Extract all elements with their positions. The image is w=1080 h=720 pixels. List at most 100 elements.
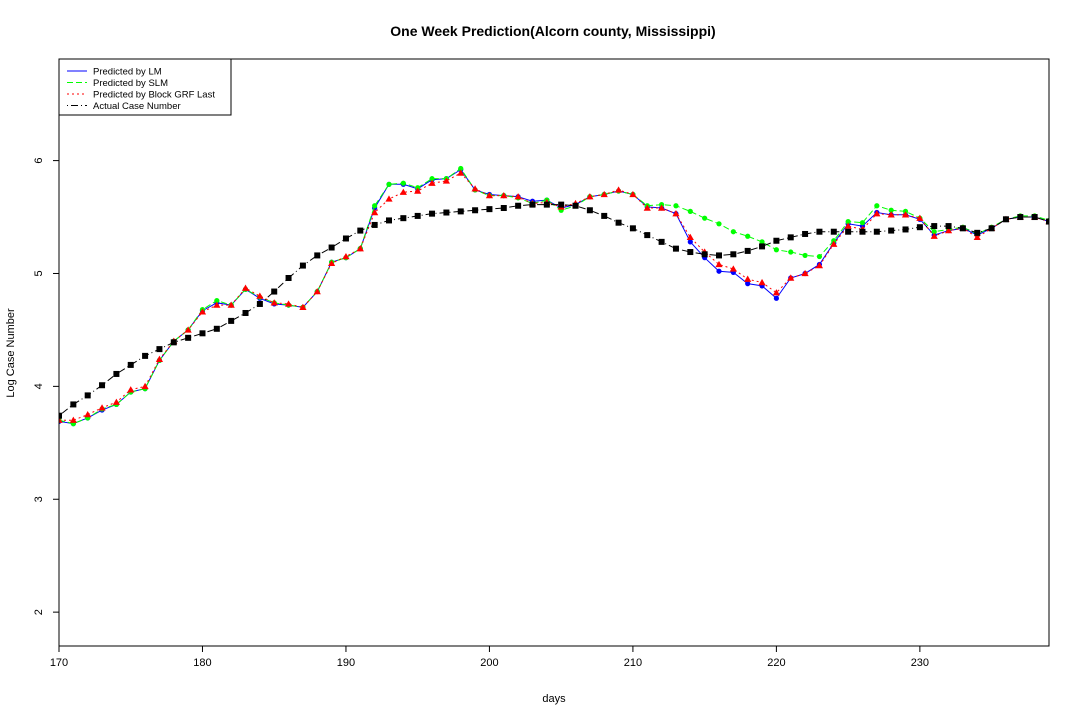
series-2-point (514, 193, 522, 200)
series-3-point (730, 251, 737, 258)
series-1-point (816, 253, 823, 260)
series-2-point (916, 214, 924, 221)
series-2-point (112, 398, 120, 405)
y-tick-label: 3 (33, 496, 45, 502)
series-line-0 (59, 168, 1049, 425)
y-tick-label: 2 (33, 609, 45, 615)
series-0-point (773, 295, 779, 301)
x-tick-label: 230 (911, 657, 929, 669)
series-3-point (888, 227, 895, 234)
series-1-point (400, 180, 406, 186)
series-3-point (1046, 218, 1049, 225)
series-2-point (686, 233, 694, 241)
series-3-point (916, 224, 923, 231)
series-2-point (241, 284, 250, 291)
y-tick-label: 4 (33, 383, 45, 389)
series-3-point (371, 221, 378, 228)
y-axis: 2 3 4 5 6 (33, 158, 59, 615)
series-3-point (959, 225, 966, 232)
series-1-point (745, 233, 751, 239)
legend-label-3: Actual Case Number (93, 101, 181, 112)
series-3-point (256, 300, 263, 307)
series-line-3 (59, 204, 1049, 417)
series-2-point (69, 416, 77, 423)
series-3-point (945, 223, 952, 230)
y-tick-label: 6 (33, 158, 45, 164)
series-2-point (471, 185, 479, 192)
series-2-point (844, 222, 852, 229)
series-3-point (672, 245, 679, 252)
series-2-point (127, 386, 135, 393)
series-3-point (386, 217, 392, 224)
series-2-point (270, 299, 278, 306)
series-3-point (744, 247, 751, 254)
series-2-point (414, 187, 422, 194)
series-2-point (873, 210, 881, 217)
series-2-point (442, 177, 450, 184)
series-2-point (586, 193, 594, 200)
series-line-2 (59, 172, 1049, 421)
series-3-point (902, 226, 909, 233)
series-3-point (529, 201, 536, 208)
series-3-point (70, 401, 77, 408)
x-tick-label: 190 (337, 657, 355, 669)
series-3-point (242, 309, 249, 316)
series-1-point (773, 247, 779, 253)
series-1-point (888, 207, 894, 213)
series-2-point (184, 326, 192, 333)
series-0-point (687, 239, 693, 245)
series-1-point (214, 297, 220, 304)
series-3-point (84, 392, 91, 399)
series-3 (59, 201, 1049, 419)
series-1-point (859, 220, 866, 226)
series-3-point (342, 235, 349, 242)
series-3-point (142, 352, 149, 359)
series-2-point (614, 186, 623, 193)
series-1-point (458, 165, 464, 172)
series-1-point (874, 203, 880, 209)
series-2-point (485, 191, 494, 199)
series-3-point (873, 228, 880, 235)
series-1-point (788, 249, 794, 255)
series-3-point (400, 215, 407, 222)
series-2-point (385, 195, 393, 202)
series-1-point (702, 215, 708, 221)
series-2-point (600, 190, 608, 198)
series-2-point (356, 245, 364, 252)
series-3-point (1002, 216, 1009, 223)
series-1-point (759, 239, 765, 245)
series-3-point (988, 225, 995, 232)
series-2-point (227, 301, 235, 308)
series-2-point (715, 260, 723, 268)
series-2-point (772, 289, 780, 296)
series-2-point (141, 382, 149, 390)
series-3-point (271, 288, 278, 295)
series-3-point (759, 243, 766, 250)
series-3-point (113, 370, 120, 377)
series-3-point (601, 212, 608, 219)
legend-label-1: Predicted by SLM (93, 78, 168, 89)
series-3-point (816, 228, 823, 235)
series-2-point (213, 301, 221, 308)
series-3-point (314, 252, 321, 259)
series-3-point (500, 205, 507, 212)
series-2-point (801, 269, 809, 277)
series-2-point (399, 188, 407, 195)
series-3-point (515, 202, 522, 209)
series-3-point (99, 382, 106, 389)
series-2-point (457, 169, 465, 176)
series-3-point (1017, 214, 1024, 221)
series-3-point (572, 202, 579, 209)
legend-box (58, 58, 232, 116)
series-2-point (328, 259, 336, 267)
series-3-point (931, 223, 938, 230)
series-2-point (830, 240, 838, 247)
series-2-point (313, 287, 321, 295)
series-3-point (802, 230, 809, 237)
series-1-point (730, 229, 736, 235)
series-3-point (429, 210, 436, 217)
series-0 (59, 167, 1049, 427)
series-2-point (629, 190, 637, 198)
series-0-point (745, 281, 751, 287)
